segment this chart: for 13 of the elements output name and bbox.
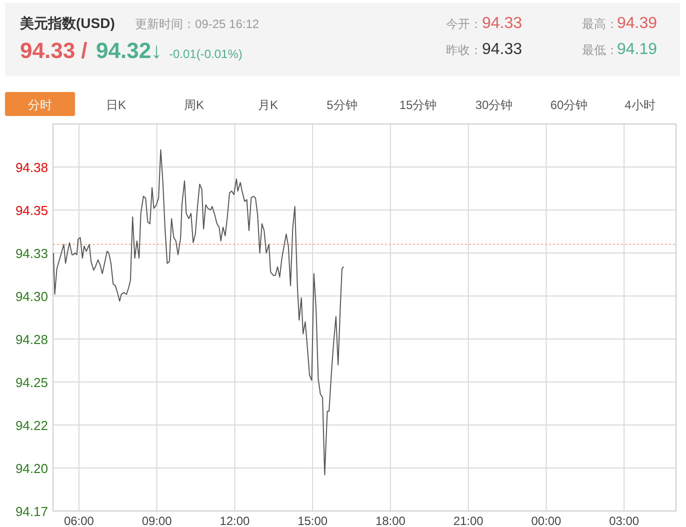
annotation: 94.33: [482, 41, 522, 58]
annotation: 今开：: [446, 17, 482, 31]
annotation: 最低：: [582, 43, 618, 57]
annotation: 94.33 /: [20, 38, 88, 63]
annotation: 最高：: [582, 17, 618, 31]
subtitle: 更新时间：09-25 16:12: [135, 17, 260, 31]
annotation: 94.39: [617, 15, 658, 32]
annotation: 昨收：: [446, 43, 482, 57]
annotation: 94.19: [617, 41, 658, 58]
annotation: -0.01(-0.01%): [169, 47, 242, 61]
title: 美元指数(USD): [20, 15, 115, 31]
annotation: 94.33: [482, 15, 522, 32]
annotation: 94.32↓: [96, 38, 162, 63]
